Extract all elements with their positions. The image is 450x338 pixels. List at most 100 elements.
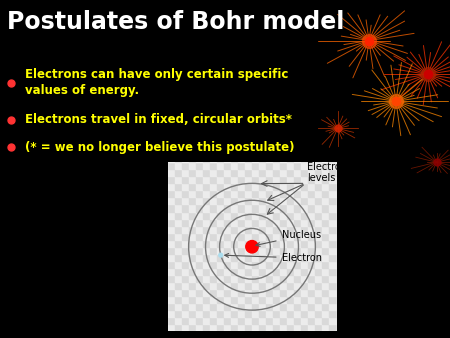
- Bar: [217, 212, 224, 219]
- Bar: [224, 254, 231, 261]
- Bar: [308, 183, 315, 190]
- Bar: [259, 289, 266, 296]
- Bar: [210, 282, 217, 289]
- Bar: [167, 169, 175, 176]
- Bar: [238, 190, 245, 197]
- Bar: [238, 317, 245, 324]
- Bar: [238, 303, 245, 310]
- Bar: [343, 247, 351, 254]
- Bar: [217, 176, 224, 183]
- Bar: [302, 261, 308, 268]
- Bar: [202, 289, 210, 296]
- Bar: [280, 289, 287, 296]
- Bar: [337, 212, 343, 219]
- Bar: [287, 155, 294, 162]
- Bar: [259, 183, 266, 190]
- Bar: [252, 254, 259, 261]
- Bar: [266, 317, 273, 324]
- Bar: [287, 310, 294, 317]
- Bar: [337, 226, 343, 233]
- Bar: [245, 219, 252, 226]
- Bar: [322, 254, 329, 261]
- Bar: [167, 247, 175, 254]
- Bar: [182, 275, 189, 282]
- Bar: [224, 212, 231, 219]
- Bar: [210, 247, 217, 254]
- Bar: [337, 310, 343, 317]
- Bar: [196, 233, 202, 240]
- Bar: [337, 289, 343, 296]
- Bar: [252, 310, 259, 317]
- Bar: [337, 155, 343, 162]
- Bar: [167, 155, 175, 162]
- Bar: [231, 240, 238, 247]
- Bar: [252, 289, 259, 296]
- Bar: [196, 212, 202, 219]
- Bar: [287, 247, 294, 254]
- Bar: [266, 254, 273, 261]
- Bar: [210, 296, 217, 303]
- Bar: [329, 226, 337, 233]
- Bar: [343, 190, 351, 197]
- Bar: [196, 240, 202, 247]
- Bar: [175, 162, 182, 169]
- Bar: [210, 303, 217, 310]
- Bar: [167, 176, 175, 183]
- Bar: [302, 148, 308, 155]
- Bar: [189, 212, 196, 219]
- Bar: [252, 162, 259, 169]
- Bar: [238, 247, 245, 254]
- Bar: [266, 204, 273, 212]
- Bar: [329, 219, 337, 226]
- Bar: [217, 190, 224, 197]
- Bar: [189, 219, 196, 226]
- Bar: [294, 155, 302, 162]
- Bar: [343, 169, 351, 176]
- Bar: [167, 254, 175, 261]
- Bar: [167, 275, 175, 282]
- Bar: [315, 275, 322, 282]
- Bar: [343, 254, 351, 261]
- Bar: [337, 254, 343, 261]
- Bar: [231, 212, 238, 219]
- Bar: [337, 303, 343, 310]
- Bar: [224, 226, 231, 233]
- Bar: [343, 197, 351, 204]
- Bar: [252, 233, 259, 240]
- Bar: [337, 197, 343, 204]
- Bar: [210, 275, 217, 282]
- Bar: [259, 254, 266, 261]
- Bar: [322, 212, 329, 219]
- Bar: [308, 261, 315, 268]
- Bar: [329, 310, 337, 317]
- Bar: [167, 204, 175, 212]
- Bar: [273, 282, 280, 289]
- Bar: [302, 155, 308, 162]
- Bar: [210, 254, 217, 261]
- Bar: [182, 233, 189, 240]
- Bar: [280, 212, 287, 219]
- Bar: [175, 176, 182, 183]
- Bar: [252, 219, 259, 226]
- Bar: [231, 183, 238, 190]
- Bar: [280, 183, 287, 190]
- Bar: [322, 310, 329, 317]
- Bar: [337, 317, 343, 324]
- Bar: [259, 212, 266, 219]
- Bar: [266, 275, 273, 282]
- Bar: [189, 289, 196, 296]
- Bar: [210, 233, 217, 240]
- Bar: [231, 226, 238, 233]
- Bar: [343, 240, 351, 247]
- Bar: [343, 324, 351, 331]
- Text: Postulates of Bohr model: Postulates of Bohr model: [7, 10, 344, 34]
- Bar: [196, 282, 202, 289]
- Bar: [252, 176, 259, 183]
- Bar: [302, 190, 308, 197]
- Bar: [167, 190, 175, 197]
- Bar: [287, 190, 294, 197]
- Bar: [280, 317, 287, 324]
- Bar: [238, 212, 245, 219]
- Bar: [231, 190, 238, 197]
- Bar: [315, 268, 322, 275]
